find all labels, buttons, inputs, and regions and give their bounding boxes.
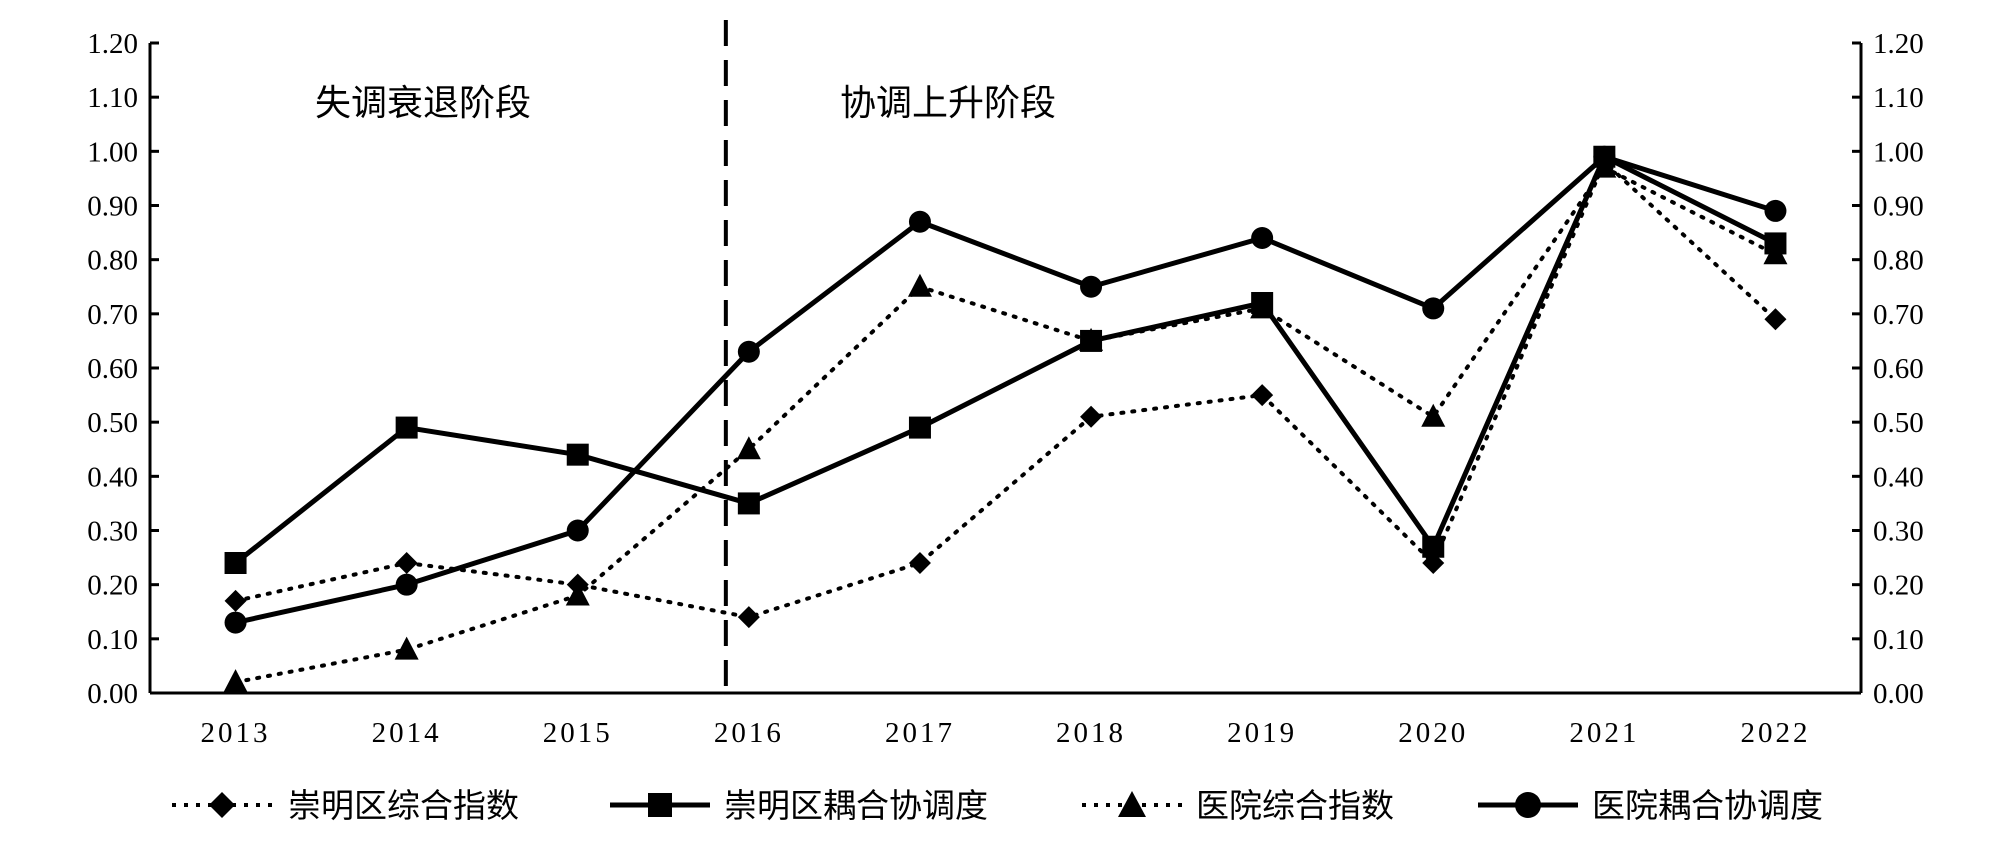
x-tick-label: 2014 <box>372 717 442 749</box>
y2-tick-label: 0.30 <box>1873 516 1924 548</box>
x-ticks: 2013 2014 2015 2016 2017 2018 2019 2020 2021 2022 <box>201 717 1810 749</box>
y2-tick-label: 0.00 <box>1873 678 1924 710</box>
data-point-square <box>908 416 931 439</box>
x-tick-label: 2022 <box>1740 717 1810 749</box>
data-point-square <box>224 552 247 574</box>
data-point-square <box>1422 535 1445 558</box>
y-tick-label: 0.10 <box>87 624 138 656</box>
data-point-square <box>737 492 760 515</box>
x-tick-label: 2015 <box>543 717 613 749</box>
y-tick-label: 0.90 <box>87 191 138 223</box>
data-point-triangle <box>1250 295 1275 319</box>
y2-tick-label: 1.10 <box>1873 82 1924 114</box>
data-point-square <box>395 416 418 439</box>
legend-item-hospital-coupling: 医院耦合协调度 <box>1478 786 1823 825</box>
data-point-diamond <box>395 552 418 574</box>
diamond-marker-icon <box>209 792 235 818</box>
y-tick-label: 1.10 <box>87 82 138 114</box>
y2-tick-label: 0.10 <box>1873 624 1924 656</box>
series-line-1 <box>233 154 1778 566</box>
y-tick-label: 0.70 <box>87 299 138 331</box>
data-point-diamond <box>737 606 760 629</box>
y-tick-label: 0.50 <box>87 407 138 439</box>
data-point-circle <box>395 573 418 596</box>
legend-item-chongming-coupling: 崇明区耦合协调度 <box>610 786 988 825</box>
data-point-circle <box>566 519 589 542</box>
x-tick-label: 2019 <box>1227 717 1297 749</box>
series-line-3 <box>233 154 1778 626</box>
y-tick-label: 0.20 <box>87 570 138 602</box>
legend-label: 医院耦合协调度 <box>1592 786 1823 825</box>
legend-label: 崇明区耦合协调度 <box>724 786 988 825</box>
data-point-diamond <box>1764 308 1787 331</box>
legend-item-hospital-index: 医院综合指数 <box>1082 786 1394 825</box>
y2-tick-label: 0.80 <box>1873 245 1924 277</box>
x-tick-label: 2013 <box>201 717 271 749</box>
y-tick-label: 0.30 <box>87 516 138 548</box>
data-point-circle <box>1593 145 1616 168</box>
data-point-triangle <box>565 582 590 606</box>
data-point-triangle <box>223 669 248 693</box>
y2-tick-label: 0.50 <box>1873 407 1924 439</box>
y-tick-label: 1.00 <box>87 136 138 168</box>
y-tick-label: 0.60 <box>87 353 138 385</box>
y-tick-label: 0.00 <box>87 678 138 710</box>
phase-label-rise: 协调上升阶段 <box>840 83 1056 124</box>
legend-label: 崇明区综合指数 <box>288 786 519 825</box>
y2-tick-label: 0.20 <box>1873 570 1924 602</box>
data-point-triangle <box>1421 403 1446 427</box>
data-point-triangle <box>736 436 761 460</box>
circle-marker-icon <box>1515 792 1541 818</box>
x-tick-label: 2020 <box>1398 717 1468 749</box>
square-marker-icon <box>648 793 672 817</box>
series-layer <box>223 145 1788 693</box>
y2-tick-label: 0.60 <box>1873 353 1924 385</box>
data-point-diamond <box>224 589 247 612</box>
data-point-circle <box>737 340 760 363</box>
triangle-marker-icon <box>1118 791 1146 817</box>
y-tick-label: 0.80 <box>87 245 138 277</box>
x-tick-label: 2017 <box>885 717 955 749</box>
x-tick-label: 2018 <box>1056 717 1126 749</box>
y2-tick-label: 0.40 <box>1873 461 1924 493</box>
data-point-circle <box>1764 199 1787 222</box>
data-point-circle <box>224 611 247 634</box>
y-tick-label: 0.40 <box>87 461 138 493</box>
x-tick-label: 2021 <box>1569 717 1639 749</box>
data-point-circle <box>1080 275 1103 298</box>
x-tick-label: 2016 <box>714 717 784 749</box>
data-point-triangle <box>394 636 419 660</box>
legend-item-chongming-index: 崇明区综合指数 <box>172 786 519 825</box>
data-point-circle <box>908 210 931 233</box>
y-tick-label: 1.20 <box>87 28 138 60</box>
y2-tick-label: 1.00 <box>1873 136 1924 168</box>
y2-tick-label: 1.20 <box>1873 28 1924 60</box>
series-line-2 <box>233 165 1778 685</box>
data-point-circle <box>1251 227 1274 249</box>
data-point-triangle <box>1079 327 1104 351</box>
y2-tick-label: 0.90 <box>1873 191 1924 223</box>
phase-label-decline: 失调衰退阶段 <box>315 83 531 124</box>
right-y-ticks: 0.00 0.10 0.20 0.30 0.40 0.50 0.60 0.70 0.80 0.90… <box>1852 28 1924 710</box>
legend-label: 医院综合指数 <box>1196 786 1394 825</box>
data-point-triangle <box>1763 241 1788 265</box>
data-point-triangle <box>907 273 932 297</box>
data-point-circle <box>1422 297 1445 320</box>
data-point-square <box>566 443 589 466</box>
y2-tick-label: 0.70 <box>1873 299 1924 331</box>
data-point-diamond <box>1080 405 1103 428</box>
legend: 崇明区综合指数 崇明区耦合协调度 医院综合指数 医院耦合协调度 <box>172 786 1823 825</box>
data-point-diamond <box>1251 384 1274 407</box>
left-y-ticks: 0.00 0.10 0.20 0.30 0.40 0.50 0.60 0.70 0.80 0.90… <box>87 28 159 710</box>
data-point-diamond <box>908 552 931 574</box>
series-line-0 <box>233 160 1778 620</box>
